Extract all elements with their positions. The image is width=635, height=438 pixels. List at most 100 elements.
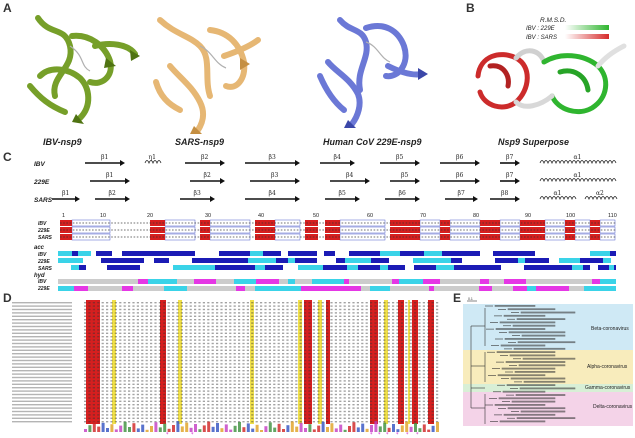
track-segment xyxy=(414,265,436,270)
track-segment xyxy=(303,279,312,284)
identity-block xyxy=(150,227,165,233)
seq-label-ibv: IBV xyxy=(38,221,47,227)
msa-sequence-name xyxy=(12,308,72,311)
msa-sequence-name xyxy=(12,417,72,419)
msa-sequence-name xyxy=(12,373,72,375)
helix-mark xyxy=(539,160,617,165)
track-label-hyd: hyd xyxy=(34,273,45,279)
ss-label: β4 xyxy=(346,172,353,179)
tree-tip-label xyxy=(521,334,566,337)
track-segment xyxy=(475,265,496,270)
identity-block xyxy=(150,220,165,226)
identity-block xyxy=(480,220,500,226)
msa-logo-bar xyxy=(396,429,400,432)
track-segment xyxy=(96,251,112,256)
track-segment xyxy=(388,265,405,270)
ss-label: β7 xyxy=(506,172,513,179)
identity-block xyxy=(305,220,318,226)
track-segment xyxy=(122,258,135,263)
tree-tip-label xyxy=(503,413,556,416)
ss-row-label-229e: 229E xyxy=(34,179,50,186)
msa-sequence-name xyxy=(12,414,72,416)
track-segment xyxy=(279,286,301,291)
ss-label: β7 xyxy=(458,190,465,197)
track-segment xyxy=(117,279,123,284)
conserved-star-icon: * xyxy=(166,432,169,436)
track-segment xyxy=(501,265,512,270)
track-segment xyxy=(317,258,336,263)
msa-logo-bar xyxy=(409,426,413,432)
track-segment xyxy=(496,265,501,270)
ss-row-label-ibv: IBV xyxy=(34,161,45,168)
msa-logo-bar xyxy=(106,428,109,432)
msa-logo-bar xyxy=(290,421,294,432)
msa-conserved-column xyxy=(86,300,100,424)
track-segment xyxy=(101,258,122,263)
tree-scale-label: 0.1 xyxy=(468,297,473,301)
track-segment xyxy=(454,265,470,270)
track-segment xyxy=(138,279,148,284)
msa-sequence-name xyxy=(12,305,72,307)
track-segment xyxy=(390,286,413,291)
helix-mark xyxy=(539,178,617,183)
msa-sequence-name xyxy=(12,380,72,382)
track-segment xyxy=(440,279,460,284)
track-segment xyxy=(567,279,592,284)
msa-logo-bar xyxy=(334,428,338,432)
track-segment xyxy=(107,265,130,270)
ss-label: α1 xyxy=(574,154,582,161)
track-segment xyxy=(312,279,330,284)
hcov229e-nsp9-structure xyxy=(317,17,428,128)
tree-tip-label xyxy=(496,351,556,354)
track-segment xyxy=(215,265,230,270)
msa-logo-bar xyxy=(202,425,206,432)
tree-tip-label xyxy=(494,305,536,307)
track-segment xyxy=(177,279,194,284)
track-segment xyxy=(279,279,288,284)
track-segment xyxy=(82,279,102,284)
track-segment xyxy=(236,286,245,291)
track-segment xyxy=(598,265,609,270)
track-segment xyxy=(135,258,144,263)
msa-sequence-name xyxy=(12,322,72,324)
strand-arrow-head xyxy=(515,178,520,184)
msa-logo-bar xyxy=(352,422,356,432)
strand-arrow-head xyxy=(415,160,420,166)
msa-sequence-name xyxy=(12,404,72,406)
track-segment xyxy=(288,279,295,284)
track-segment xyxy=(406,251,419,256)
ss-label: β5 xyxy=(401,172,408,179)
msa-logo-bar xyxy=(141,424,145,432)
track-segment xyxy=(265,265,283,270)
msa-sequence-name xyxy=(12,421,72,423)
track-segment xyxy=(480,279,489,284)
track-segment xyxy=(530,265,553,270)
track-segment xyxy=(323,265,347,270)
tree-tip-label xyxy=(523,380,566,383)
track-segment xyxy=(566,251,590,256)
clade-label-delta: Delta-coronavirus xyxy=(593,404,633,410)
tree-tip-label xyxy=(504,337,556,340)
strand-arrow-head xyxy=(295,196,300,202)
msa-sequence-name xyxy=(12,319,72,321)
msa-similar-column xyxy=(178,300,182,424)
panel-letter-b: B xyxy=(466,1,475,15)
identity-block xyxy=(255,234,275,240)
track-segment xyxy=(482,258,495,263)
track-segment xyxy=(363,251,380,256)
msa-sequence-name xyxy=(12,359,72,362)
msa-logo-bar xyxy=(383,422,387,432)
identity-block xyxy=(200,220,210,226)
msa-sequence-name xyxy=(12,312,72,314)
msa-logo-bar xyxy=(414,423,417,432)
seq-label-sars: SARS xyxy=(38,235,52,241)
msa-similar-column xyxy=(384,300,388,424)
nsp9-superpose-title: Nsp9 Superpose xyxy=(498,137,570,147)
residue-number: 30 xyxy=(205,213,211,219)
msa-logo-bar xyxy=(348,426,351,432)
clade-label-alpha: Alpha-coronavirus xyxy=(587,364,628,370)
msa-sequence-name xyxy=(12,302,72,304)
conserved-star-icon: * xyxy=(396,432,399,436)
track-segment xyxy=(358,265,380,270)
identity-block xyxy=(255,220,275,226)
